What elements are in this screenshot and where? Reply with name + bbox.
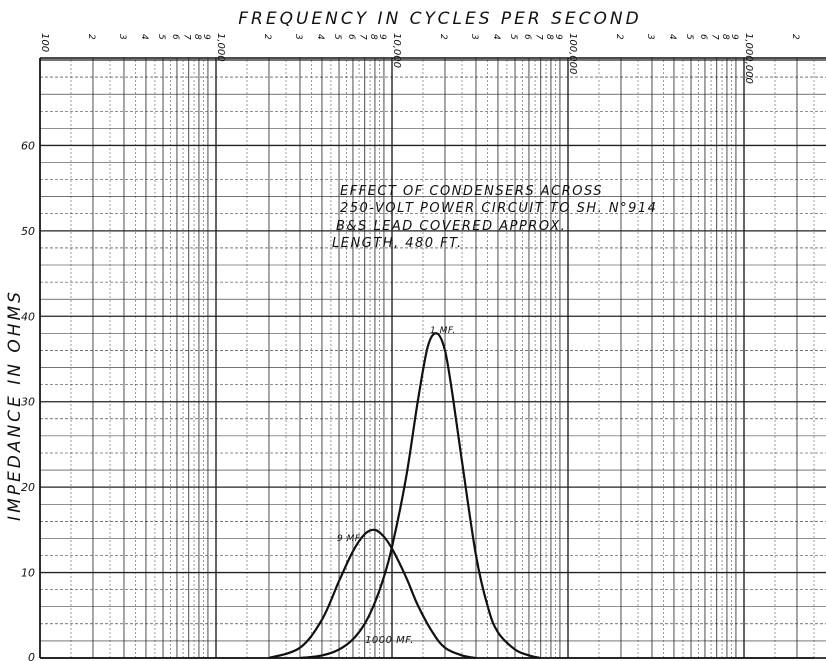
y-tick-label: 50 [21,225,35,238]
x-axis-title: FREQUENCY IN CYCLES PER SECOND [238,9,641,29]
annotation-line-3: B&S LEAD COVERED APPROX. [336,219,566,234]
x-minor-tick-label: 2 [614,34,624,40]
annotation-block: EFFECT OF CONDENSERS ACROSS 250-VOLT POW… [332,184,657,251]
x-minor-tick-label: 3 [117,34,127,40]
x-minor-tick-label: 7 [182,34,192,40]
x-minor-tick-label: 5 [508,34,518,40]
x-minor-tick-label: 3 [645,34,655,40]
y-tick-label: 40 [21,310,35,323]
x-decade-tick-label: 10,000 [391,33,402,68]
annotation-line-1: EFFECT OF CONDENSERS ACROSS [340,184,603,199]
x-minor-tick-label: 7 [710,34,720,40]
x-minor-tick-label: 9 [201,34,211,40]
y-tick-label: 20 [21,481,35,494]
x-decade-tick-label: 100,000 [567,33,578,74]
y-tick-label: 10 [21,567,35,580]
series-label-2: 1 MF. [430,326,456,336]
x-minor-tick-label: 4 [491,34,501,40]
x-minor-tick-label: 7 [534,34,544,40]
series-label-layer: 9 MF. 1 MF. 1000 MF. [337,326,456,646]
x-minor-tick-label: 9 [377,34,387,40]
x-minor-tick-label: 5 [684,34,694,40]
x-minor-tick-label: 8 [368,34,378,40]
x-minor-tick-label: 2 [86,34,96,40]
series-line-1 [268,528,477,660]
x-minor-tick-label: 5 [332,34,342,40]
annotation-line-4: LENGTH, 480 FT. [332,236,463,251]
x-decade-tick-label: 100 [39,33,50,52]
y-axis-title: IMPEDANCE IN OHMS [5,289,25,521]
y-tick-label: 60 [21,139,35,152]
x-minor-tick-label: 6 [698,34,708,40]
y-zero-tick-label: 0 [28,651,35,661]
y-tick-label: 30 [21,396,35,409]
x-minor-tick-label: 3 [293,34,303,40]
x-minor-tick-label: 4 [315,34,325,40]
series-layer [40,332,814,660]
x-minor-tick-label: 6 [522,34,532,40]
x-minor-tick-label: 5 [156,34,166,40]
series-line-2 [299,332,541,660]
x-minor-tick-label: 6 [346,34,356,40]
x-minor-tick-label: 4 [667,34,677,40]
grid-layer [39,58,826,659]
x-minor-tick-label: 3 [469,34,479,40]
x-minor-tick-label: 9 [553,34,563,40]
x-decade-tick-label: 1,000,000 [743,33,754,84]
x-minor-tick-label: 2 [790,34,800,40]
x-minor-tick-label: 4 [139,34,149,40]
x-minor-tick-label: 9 [729,34,739,40]
x-minor-tick-label: 8 [720,34,730,40]
series-label-3: 1000 MF. [365,635,414,646]
x-minor-tick-label: 6 [170,34,180,40]
series-label-1: 9 MF. [337,534,363,544]
x-minor-tick-label: 7 [358,34,368,40]
annotation-line-2: 250-VOLT POWER CIRCUIT TO SH. N°914 [340,201,657,216]
x-minor-tick-label: 8 [192,34,202,40]
x-minor-tick-label: 2 [262,34,272,40]
x-minor-tick-label: 2 [438,34,448,40]
x-decade-tick-label: 1,000 [215,33,226,62]
x-minor-tick-label: 8 [544,34,554,40]
